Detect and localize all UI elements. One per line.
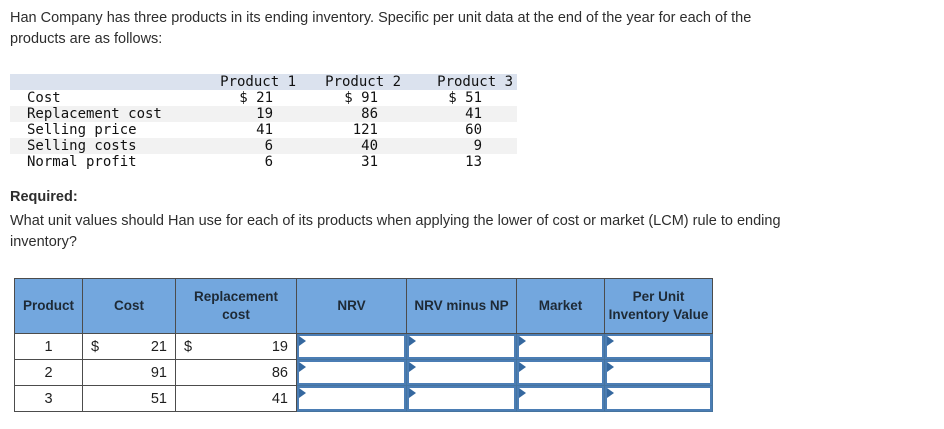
cost-cell: 91 bbox=[82, 359, 176, 386]
nrv-minus-np-input-cell[interactable] bbox=[406, 359, 517, 386]
cost-value: 21 bbox=[150, 338, 167, 355]
product-number: 3 bbox=[14, 385, 83, 412]
cost-value: 91 bbox=[150, 364, 167, 381]
cost-value: 51 bbox=[150, 390, 167, 407]
market-input[interactable] bbox=[519, 336, 602, 357]
col-header-product-2: Product 2 bbox=[325, 74, 401, 90]
col-header-nrv-minus-np: NRV minus NP bbox=[406, 278, 517, 334]
cell-value: 60 bbox=[465, 122, 482, 138]
nrv-minus-np-input-cell[interactable] bbox=[406, 333, 517, 360]
replacement-cost-value: 19 bbox=[271, 338, 288, 355]
question-text: What unit values should Han use for each… bbox=[10, 211, 944, 253]
row-cost: Cost $ 21 $ 91 $ 51 bbox=[10, 90, 517, 106]
cost-cell: 51 bbox=[82, 385, 176, 412]
nrv-input-cell[interactable] bbox=[296, 359, 407, 386]
cell-value: 86 bbox=[361, 106, 378, 122]
nrv-input[interactable] bbox=[299, 336, 404, 357]
cell-value: 13 bbox=[465, 154, 482, 170]
nrv-minus-np-input[interactable] bbox=[409, 336, 514, 357]
problem-statement-line: products are as follows: bbox=[10, 31, 163, 47]
cost-cell: $ 21 bbox=[82, 333, 176, 360]
col-header-product: Product bbox=[14, 278, 83, 334]
col-header-cost: Cost bbox=[82, 278, 176, 334]
replacement-cost-value: 41 bbox=[271, 390, 288, 407]
cell-value: 121 bbox=[352, 122, 378, 138]
market-input[interactable] bbox=[519, 362, 602, 383]
market-input-cell[interactable] bbox=[516, 359, 605, 386]
cell-value: 19 bbox=[256, 106, 273, 122]
cell-value: 31 bbox=[361, 154, 378, 170]
market-input[interactable] bbox=[519, 388, 602, 409]
nrv-minus-np-input[interactable] bbox=[409, 388, 514, 409]
row-label: Cost bbox=[27, 90, 61, 106]
cell-value: 40 bbox=[361, 138, 378, 154]
currency-symbol: $ bbox=[91, 338, 100, 355]
market-input-cell[interactable] bbox=[516, 385, 605, 412]
product-number: 1 bbox=[14, 333, 83, 360]
cell-value: 6 bbox=[264, 154, 273, 170]
col-header-replacement-cost: Replacement cost bbox=[175, 278, 297, 334]
col-header-per-unit-inventory-value: Per Unit Inventory Value bbox=[604, 278, 713, 334]
data-table-header-row: Product 1 Product 2 Product 3 bbox=[10, 74, 517, 90]
replacement-cost-cell: 86 bbox=[175, 359, 297, 386]
lcm-answer-table: Product Cost Replacement cost NRV NRV mi… bbox=[14, 278, 713, 412]
cell-value: 6 bbox=[264, 138, 273, 154]
answer-table-header-row: Product Cost Replacement cost NRV NRV mi… bbox=[14, 278, 713, 334]
cell-value: $ 91 bbox=[344, 90, 378, 106]
cell-value: 9 bbox=[473, 138, 482, 154]
per-unit-inventory-value-input-cell[interactable] bbox=[604, 385, 713, 412]
per-unit-inventory-value-input[interactable] bbox=[607, 388, 710, 409]
answer-row-3: 3 51 41 bbox=[14, 385, 713, 412]
col-header-product-3: Product 3 bbox=[437, 74, 513, 90]
question-line: inventory? bbox=[10, 234, 77, 250]
required-label: Required: bbox=[10, 189, 78, 205]
row-selling-price: Selling price 41 121 60 bbox=[10, 122, 517, 138]
nrv-input[interactable] bbox=[299, 388, 404, 409]
cell-value: 41 bbox=[256, 122, 273, 138]
answer-row-2: 2 91 86 bbox=[14, 359, 713, 386]
market-input-cell[interactable] bbox=[516, 333, 605, 360]
col-header-nrv: NRV bbox=[296, 278, 407, 334]
col-header-market: Market bbox=[516, 278, 605, 334]
per-unit-data-table: Product 1 Product 2 Product 3 Cost $ 21 … bbox=[10, 74, 517, 170]
nrv-input[interactable] bbox=[299, 362, 404, 383]
row-replacement-cost: Replacement cost 19 86 41 bbox=[10, 106, 517, 122]
nrv-minus-np-input-cell[interactable] bbox=[406, 385, 517, 412]
currency-symbol: $ bbox=[184, 338, 193, 355]
cell-value: 41 bbox=[465, 106, 482, 122]
problem-statement: Han Company has three products in its en… bbox=[10, 8, 944, 50]
row-label: Normal profit bbox=[27, 154, 137, 170]
per-unit-inventory-value-input[interactable] bbox=[607, 336, 710, 357]
cell-value: $ 51 bbox=[448, 90, 482, 106]
per-unit-inventory-value-input[interactable] bbox=[607, 362, 710, 383]
per-unit-inventory-value-input-cell[interactable] bbox=[604, 359, 713, 386]
cell-value: $ 21 bbox=[239, 90, 273, 106]
answer-row-1: 1 $ 21 $ 19 bbox=[14, 333, 713, 360]
replacement-cost-cell: $ 19 bbox=[175, 333, 297, 360]
question-line: What unit values should Han use for each… bbox=[10, 213, 781, 229]
product-number: 2 bbox=[14, 359, 83, 386]
row-selling-costs: Selling costs 6 40 9 bbox=[10, 138, 517, 154]
nrv-input-cell[interactable] bbox=[296, 333, 407, 360]
nrv-minus-np-input[interactable] bbox=[409, 362, 514, 383]
row-label: Selling costs bbox=[27, 138, 137, 154]
per-unit-inventory-value-input-cell[interactable] bbox=[604, 333, 713, 360]
problem-statement-line: Han Company has three products in its en… bbox=[10, 10, 752, 26]
col-header-product-1: Product 1 bbox=[220, 74, 296, 90]
replacement-cost-cell: 41 bbox=[175, 385, 297, 412]
row-label: Replacement cost bbox=[27, 106, 162, 122]
empty-header-cell bbox=[10, 74, 215, 90]
replacement-cost-value: 86 bbox=[271, 364, 288, 381]
nrv-input-cell[interactable] bbox=[296, 385, 407, 412]
row-label: Selling price bbox=[27, 122, 137, 138]
row-normal-profit: Normal profit 6 31 13 bbox=[10, 154, 517, 170]
